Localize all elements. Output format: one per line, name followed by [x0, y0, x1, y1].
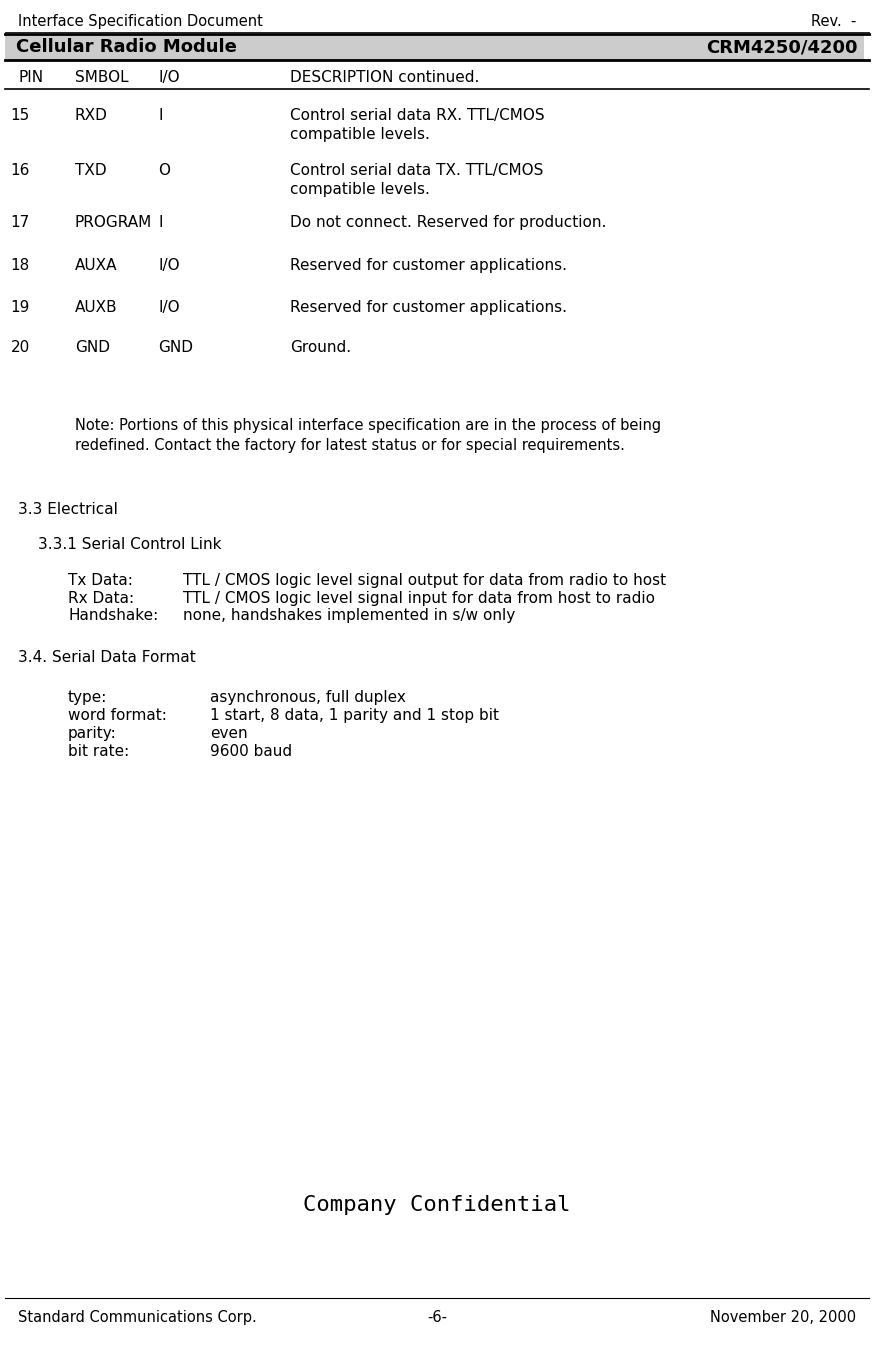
- Text: AUXB: AUXB: [75, 299, 118, 314]
- Text: 3.3.1 Serial Control Link: 3.3.1 Serial Control Link: [38, 537, 221, 552]
- Text: I: I: [158, 215, 163, 230]
- Text: 1 start, 8 data, 1 parity and 1 stop bit: 1 start, 8 data, 1 parity and 1 stop bit: [210, 708, 499, 723]
- Text: PIN: PIN: [18, 70, 43, 85]
- Text: Rx Data:: Rx Data:: [68, 591, 134, 606]
- Text: Reserved for customer applications.: Reserved for customer applications.: [290, 258, 567, 273]
- Text: 18: 18: [10, 258, 30, 273]
- Text: I/O: I/O: [158, 70, 180, 85]
- Text: parity:: parity:: [68, 726, 117, 741]
- Text: 16: 16: [10, 163, 30, 178]
- Text: word format:: word format:: [68, 708, 167, 723]
- Text: 9600 baud: 9600 baud: [210, 744, 292, 759]
- Text: 3.4. Serial Data Format: 3.4. Serial Data Format: [18, 649, 196, 664]
- Text: asynchronous, full duplex: asynchronous, full duplex: [210, 690, 406, 705]
- Text: SMBOL: SMBOL: [75, 70, 128, 85]
- Text: Do not connect. Reserved for production.: Do not connect. Reserved for production.: [290, 215, 607, 230]
- Text: RXD: RXD: [75, 108, 108, 123]
- Text: none, handshakes implemented in s/w only: none, handshakes implemented in s/w only: [183, 608, 516, 623]
- Text: 15: 15: [10, 108, 30, 123]
- Text: type:: type:: [68, 690, 108, 705]
- Text: TTL / CMOS logic level signal output for data from radio to host: TTL / CMOS logic level signal output for…: [183, 573, 666, 588]
- Text: 3.3 Electrical: 3.3 Electrical: [18, 502, 118, 517]
- Text: GND: GND: [75, 340, 110, 355]
- Text: AUXA: AUXA: [75, 258, 117, 273]
- Text: Tx Data:: Tx Data:: [68, 573, 133, 588]
- Bar: [5, 34, 864, 60]
- Text: TXD: TXD: [75, 163, 107, 178]
- Text: Note: Portions of this physical interface specification are in the process of be: Note: Portions of this physical interfac…: [75, 418, 661, 452]
- Text: -6-: -6-: [427, 1310, 447, 1325]
- Text: bit rate:: bit rate:: [68, 744, 129, 759]
- Text: Company Confidential: Company Confidential: [303, 1195, 571, 1215]
- Text: PROGRAM: PROGRAM: [75, 215, 152, 230]
- Text: 19: 19: [10, 299, 30, 314]
- Text: Standard Communications Corp.: Standard Communications Corp.: [18, 1310, 257, 1325]
- Text: even: even: [210, 726, 247, 741]
- Text: 20: 20: [10, 340, 30, 355]
- Text: I: I: [158, 108, 163, 123]
- Text: I/O: I/O: [158, 258, 180, 273]
- Text: Handshake:: Handshake:: [68, 608, 158, 623]
- Text: November 20, 2000: November 20, 2000: [710, 1310, 856, 1325]
- Text: DESCRIPTION continued.: DESCRIPTION continued.: [290, 70, 479, 85]
- Text: 17: 17: [10, 215, 30, 230]
- Text: Cellular Radio Module: Cellular Radio Module: [16, 38, 237, 56]
- Text: O: O: [158, 163, 170, 178]
- Text: Ground.: Ground.: [290, 340, 351, 355]
- Text: I/O: I/O: [158, 299, 180, 314]
- Text: Control serial data TX. TTL/CMOS
compatible levels.: Control serial data TX. TTL/CMOS compati…: [290, 163, 544, 197]
- Text: Interface Specification Document: Interface Specification Document: [18, 14, 263, 29]
- Text: TTL / CMOS logic level signal input for data from host to radio: TTL / CMOS logic level signal input for …: [183, 591, 655, 606]
- Text: Control serial data RX. TTL/CMOS
compatible levels.: Control serial data RX. TTL/CMOS compati…: [290, 108, 545, 142]
- Text: CRM4250/4200: CRM4250/4200: [706, 38, 858, 56]
- Text: Reserved for customer applications.: Reserved for customer applications.: [290, 299, 567, 314]
- Text: Rev.  -: Rev. -: [810, 14, 856, 29]
- Text: GND: GND: [158, 340, 193, 355]
